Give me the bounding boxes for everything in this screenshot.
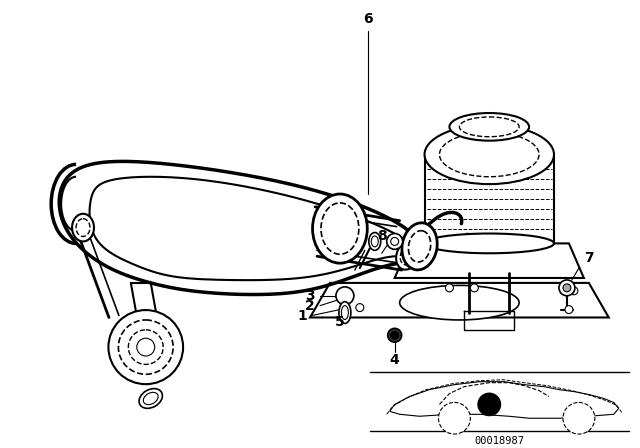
Text: 6: 6 [363, 12, 372, 26]
Text: 00018987: 00018987 [474, 436, 524, 446]
Text: 1: 1 [297, 309, 307, 323]
Ellipse shape [440, 132, 539, 177]
Text: 2: 2 [305, 299, 315, 313]
Ellipse shape [400, 246, 415, 265]
Ellipse shape [339, 302, 351, 323]
Ellipse shape [460, 117, 519, 137]
Circle shape [387, 233, 403, 250]
Ellipse shape [139, 388, 163, 408]
Ellipse shape [399, 285, 519, 320]
Circle shape [336, 287, 354, 305]
Ellipse shape [321, 203, 359, 254]
Ellipse shape [424, 125, 554, 184]
Ellipse shape [137, 338, 155, 356]
Ellipse shape [424, 233, 554, 253]
Ellipse shape [341, 306, 348, 319]
Circle shape [477, 392, 501, 416]
Ellipse shape [143, 392, 158, 405]
Circle shape [470, 284, 478, 292]
Ellipse shape [449, 113, 529, 141]
Circle shape [563, 402, 595, 434]
Circle shape [559, 280, 575, 296]
Ellipse shape [408, 231, 431, 262]
Text: 8: 8 [377, 229, 387, 243]
Circle shape [388, 328, 402, 342]
Ellipse shape [76, 219, 90, 237]
Polygon shape [390, 382, 619, 418]
Circle shape [341, 292, 349, 300]
Circle shape [570, 287, 578, 295]
Circle shape [565, 306, 573, 314]
Ellipse shape [129, 330, 163, 364]
Ellipse shape [369, 233, 381, 250]
Ellipse shape [118, 320, 173, 374]
Ellipse shape [108, 310, 183, 384]
Circle shape [438, 402, 470, 434]
Text: 3: 3 [305, 289, 315, 303]
Polygon shape [310, 283, 609, 318]
Circle shape [563, 284, 571, 292]
Circle shape [390, 237, 399, 246]
Ellipse shape [396, 241, 419, 270]
Polygon shape [395, 243, 584, 278]
Ellipse shape [371, 236, 378, 247]
Text: 5: 5 [335, 315, 345, 329]
Ellipse shape [72, 214, 94, 241]
Ellipse shape [402, 223, 437, 270]
Circle shape [445, 284, 453, 292]
Text: 4: 4 [390, 353, 399, 367]
Circle shape [356, 304, 364, 311]
Circle shape [390, 332, 399, 339]
Ellipse shape [312, 194, 367, 263]
Text: 7: 7 [584, 251, 594, 265]
